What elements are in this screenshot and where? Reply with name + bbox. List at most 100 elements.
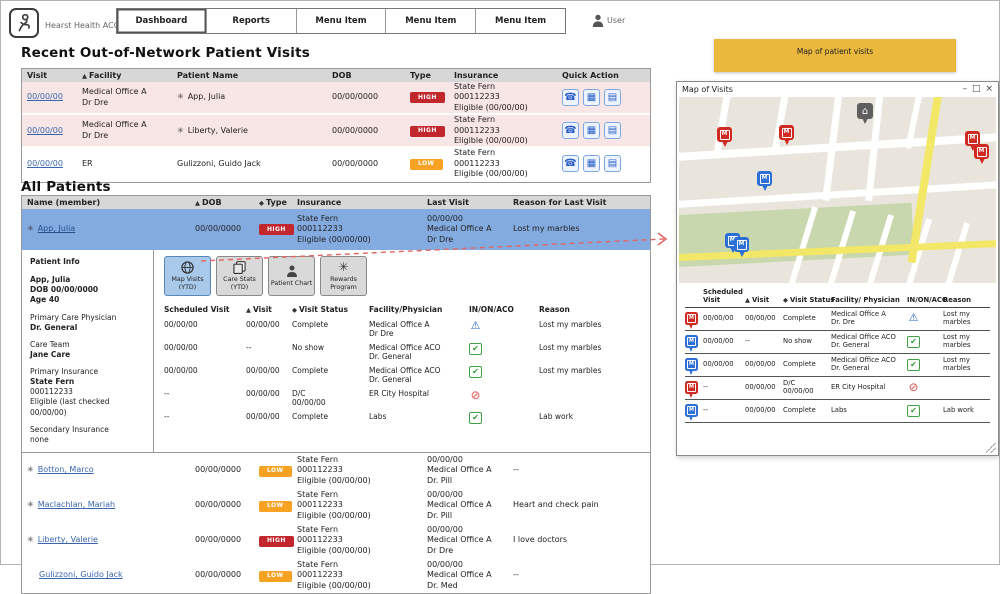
call-button[interactable]: ☎ xyxy=(562,155,579,173)
user-label: User xyxy=(607,16,626,25)
col-type[interactable]: ◆ Type xyxy=(259,198,287,207)
home-pin-icon[interactable]: ⌂ xyxy=(857,103,873,124)
map-pin-blue-icon[interactable] xyxy=(757,171,772,191)
patient-name-link[interactable]: Gulizzoni, Guido Jack xyxy=(39,570,123,580)
record-card-button[interactable]: ▦ xyxy=(583,155,600,173)
user-menu[interactable]: User xyxy=(592,14,625,27)
map-of-visits-window: Map of Visits – □ × ⌂ Sch xyxy=(676,81,999,456)
filter-icon: ◆ xyxy=(783,295,788,304)
tab-dashboard[interactable]: Dashboard xyxy=(117,9,207,33)
rewards-program-button[interactable]: ✳ Rewards Program xyxy=(320,256,367,296)
tab-reports[interactable]: Reports xyxy=(206,9,297,33)
map-visit-row[interactable]: 00/00/00 -- No show Medical Office ACODr… xyxy=(685,331,990,354)
document-button[interactable]: ▤ xyxy=(604,89,621,107)
col-status-filter[interactable]: ◆ Visit Status xyxy=(783,295,835,304)
minimize-icon[interactable]: – xyxy=(962,84,967,94)
patient-chart-button[interactable]: Patient Chart xyxy=(268,256,315,296)
row-pin-icon xyxy=(685,381,698,399)
flag-asterisk-icon: ✳ xyxy=(27,224,34,234)
recent-visits-table: Visit ▲ Facility Patient Name DOB Type In… xyxy=(21,68,651,183)
type-badge: LOW xyxy=(259,465,292,477)
patient-name: Gulizzoni, Guido Jack xyxy=(177,158,261,168)
map-pin-blue-icon[interactable] xyxy=(734,237,749,257)
map-visits-button[interactable]: Map Visits (YTD) xyxy=(164,256,211,296)
patient-row[interactable]: ✳ Maclachlan, Mariah 00/00/0000 LOW State… xyxy=(27,489,599,520)
person-icon xyxy=(286,265,298,278)
resize-handle[interactable] xyxy=(986,443,996,453)
call-button[interactable]: ☎ xyxy=(562,89,579,107)
brand-name: Hearst Health ACO xyxy=(45,21,121,30)
call-button[interactable]: ☎ xyxy=(562,122,579,140)
patient-name-link[interactable]: App, Julia xyxy=(37,224,76,234)
col-status-filter[interactable]: ◆ Visit Status xyxy=(292,305,348,314)
map-visit-row[interactable]: 00/00/00 00/00/00 Complete Medical Offic… xyxy=(685,308,990,331)
map-visit-row[interactable]: -- 00/00/00 Complete Labs Lab work xyxy=(685,400,990,423)
visit-row: 00/00/00 -- No show Medical Office ACO Dr… xyxy=(164,342,642,361)
sort-asc-icon: ▲ xyxy=(246,306,251,314)
document-button[interactable]: ▤ xyxy=(604,122,621,140)
row-pin-icon xyxy=(685,335,698,353)
col-visit-sort[interactable]: ▲ Visit xyxy=(246,305,272,314)
col-type: Type xyxy=(410,71,431,80)
network-blocked-icon xyxy=(469,389,482,401)
record-card-button[interactable]: ▦ xyxy=(583,122,600,140)
pages-icon xyxy=(233,261,246,275)
col-patient: Patient Name xyxy=(177,71,239,80)
visit-date-link[interactable]: 00/00/00 xyxy=(27,125,63,135)
row-pin-icon xyxy=(685,312,698,330)
map-visit-row[interactable]: 00/00/00 00/00/00 Complete Medical Offic… xyxy=(685,354,990,377)
patient-detail-buttons: Map Visits (YTD) Care Stats (YTD) Patien… xyxy=(164,256,642,296)
visit-date-link[interactable]: 00/00/00 xyxy=(27,158,63,168)
visit-row: -- 00/00/00 D/C 00/00/00 ER City Hospital xyxy=(164,389,642,407)
visit-row: -- 00/00/00 Complete Labs Lab work xyxy=(164,411,642,426)
patient-detail-panel: Patient Info App, Julia DOB 00/00/0000 A… xyxy=(22,250,650,453)
patient-row[interactable]: ✳ Liberty, Valerie 00/00/0000 HIGH State … xyxy=(27,524,568,555)
table-row[interactable]: 00/00/00 Medical Office A Dr Dre ✳ Liberty… xyxy=(22,115,650,149)
tab-menu-item-2[interactable]: Menu Item xyxy=(386,9,477,33)
filter-icon: ◆ xyxy=(292,306,297,314)
window-titlebar[interactable]: Map of Visits – □ × xyxy=(677,82,998,97)
close-icon[interactable]: × xyxy=(985,84,993,94)
running-person-icon xyxy=(18,13,30,32)
patient-info-column: Patient Info App, Julia DOB 00/00/0000 A… xyxy=(22,250,154,452)
map-pin-red-icon[interactable] xyxy=(779,125,794,145)
network-warning-icon xyxy=(469,320,482,332)
col-facility[interactable]: ▲ Facility xyxy=(82,71,122,80)
col-visit-sort[interactable]: ▲ Visit xyxy=(745,295,770,304)
visits-map[interactable]: ⌂ xyxy=(679,97,996,283)
selected-patient-row[interactable]: ✳ App, Julia 00/00/0000 HIGH State Fern 00… xyxy=(22,209,650,250)
filter-icon: ◆ xyxy=(259,199,264,207)
patient-name-link[interactable]: Botton, Marco xyxy=(37,465,94,475)
map-pin-red-icon[interactable] xyxy=(717,127,732,147)
patient-row[interactable]: Gulizzoni, Guido Jack 00/00/0000 LOW Sta… xyxy=(39,559,519,590)
asterisk-icon: ✳ xyxy=(338,259,349,274)
tab-menu-item-1[interactable]: Menu Item xyxy=(296,9,387,33)
flag-asterisk-icon: ✳ xyxy=(177,125,184,135)
patient-row[interactable]: ✳ Botton, Marco 00/00/0000 LOW State Fern… xyxy=(27,454,519,485)
sort-asc-icon: ▲ xyxy=(745,295,750,304)
visits-table-header: Scheduled Visit ▲ Visit ◆ Visit Status Fac… xyxy=(164,305,570,314)
flag-asterisk-icon: ✳ xyxy=(177,92,184,102)
record-card-button[interactable]: ▦ xyxy=(583,89,600,107)
flag-asterisk-icon: ✳ xyxy=(27,465,34,475)
patient-name-link[interactable]: Maclachlan, Mariah xyxy=(37,500,116,510)
col-insurance: Insurance xyxy=(454,71,499,80)
visit-date-link[interactable]: 00/00/00 xyxy=(27,92,63,102)
table-row[interactable]: 00/00/00 Medical Office A Dr Dre ✳ App, Ju… xyxy=(22,82,650,116)
sort-asc-icon: ▲ xyxy=(82,72,87,80)
document-button[interactable]: ▤ xyxy=(604,155,621,173)
map-pin-red-icon[interactable] xyxy=(974,144,989,164)
col-name: Name (member) xyxy=(27,198,101,207)
network-check-icon xyxy=(469,342,482,355)
col-dob[interactable]: ▲ DOB xyxy=(195,198,222,207)
col-dob: DOB xyxy=(332,71,352,80)
care-stats-button[interactable]: Care Stats (YTD) xyxy=(216,256,263,296)
table-row[interactable]: 00/00/00 ER Gulizzoni, Guido Jack 00/00/… xyxy=(22,148,650,182)
map-street xyxy=(679,180,996,209)
map-visit-row[interactable]: -- 00/00/00 D/C00/00/00 ER City Hospital xyxy=(685,377,990,400)
maximize-icon[interactable]: □ xyxy=(971,84,981,94)
window-title: Map of Visits xyxy=(682,85,733,94)
tab-menu-item-3[interactable]: Menu Item xyxy=(476,9,565,33)
map-pin-red-icon[interactable] xyxy=(965,131,980,151)
patient-name-link[interactable]: Liberty, Valerie xyxy=(37,535,98,545)
